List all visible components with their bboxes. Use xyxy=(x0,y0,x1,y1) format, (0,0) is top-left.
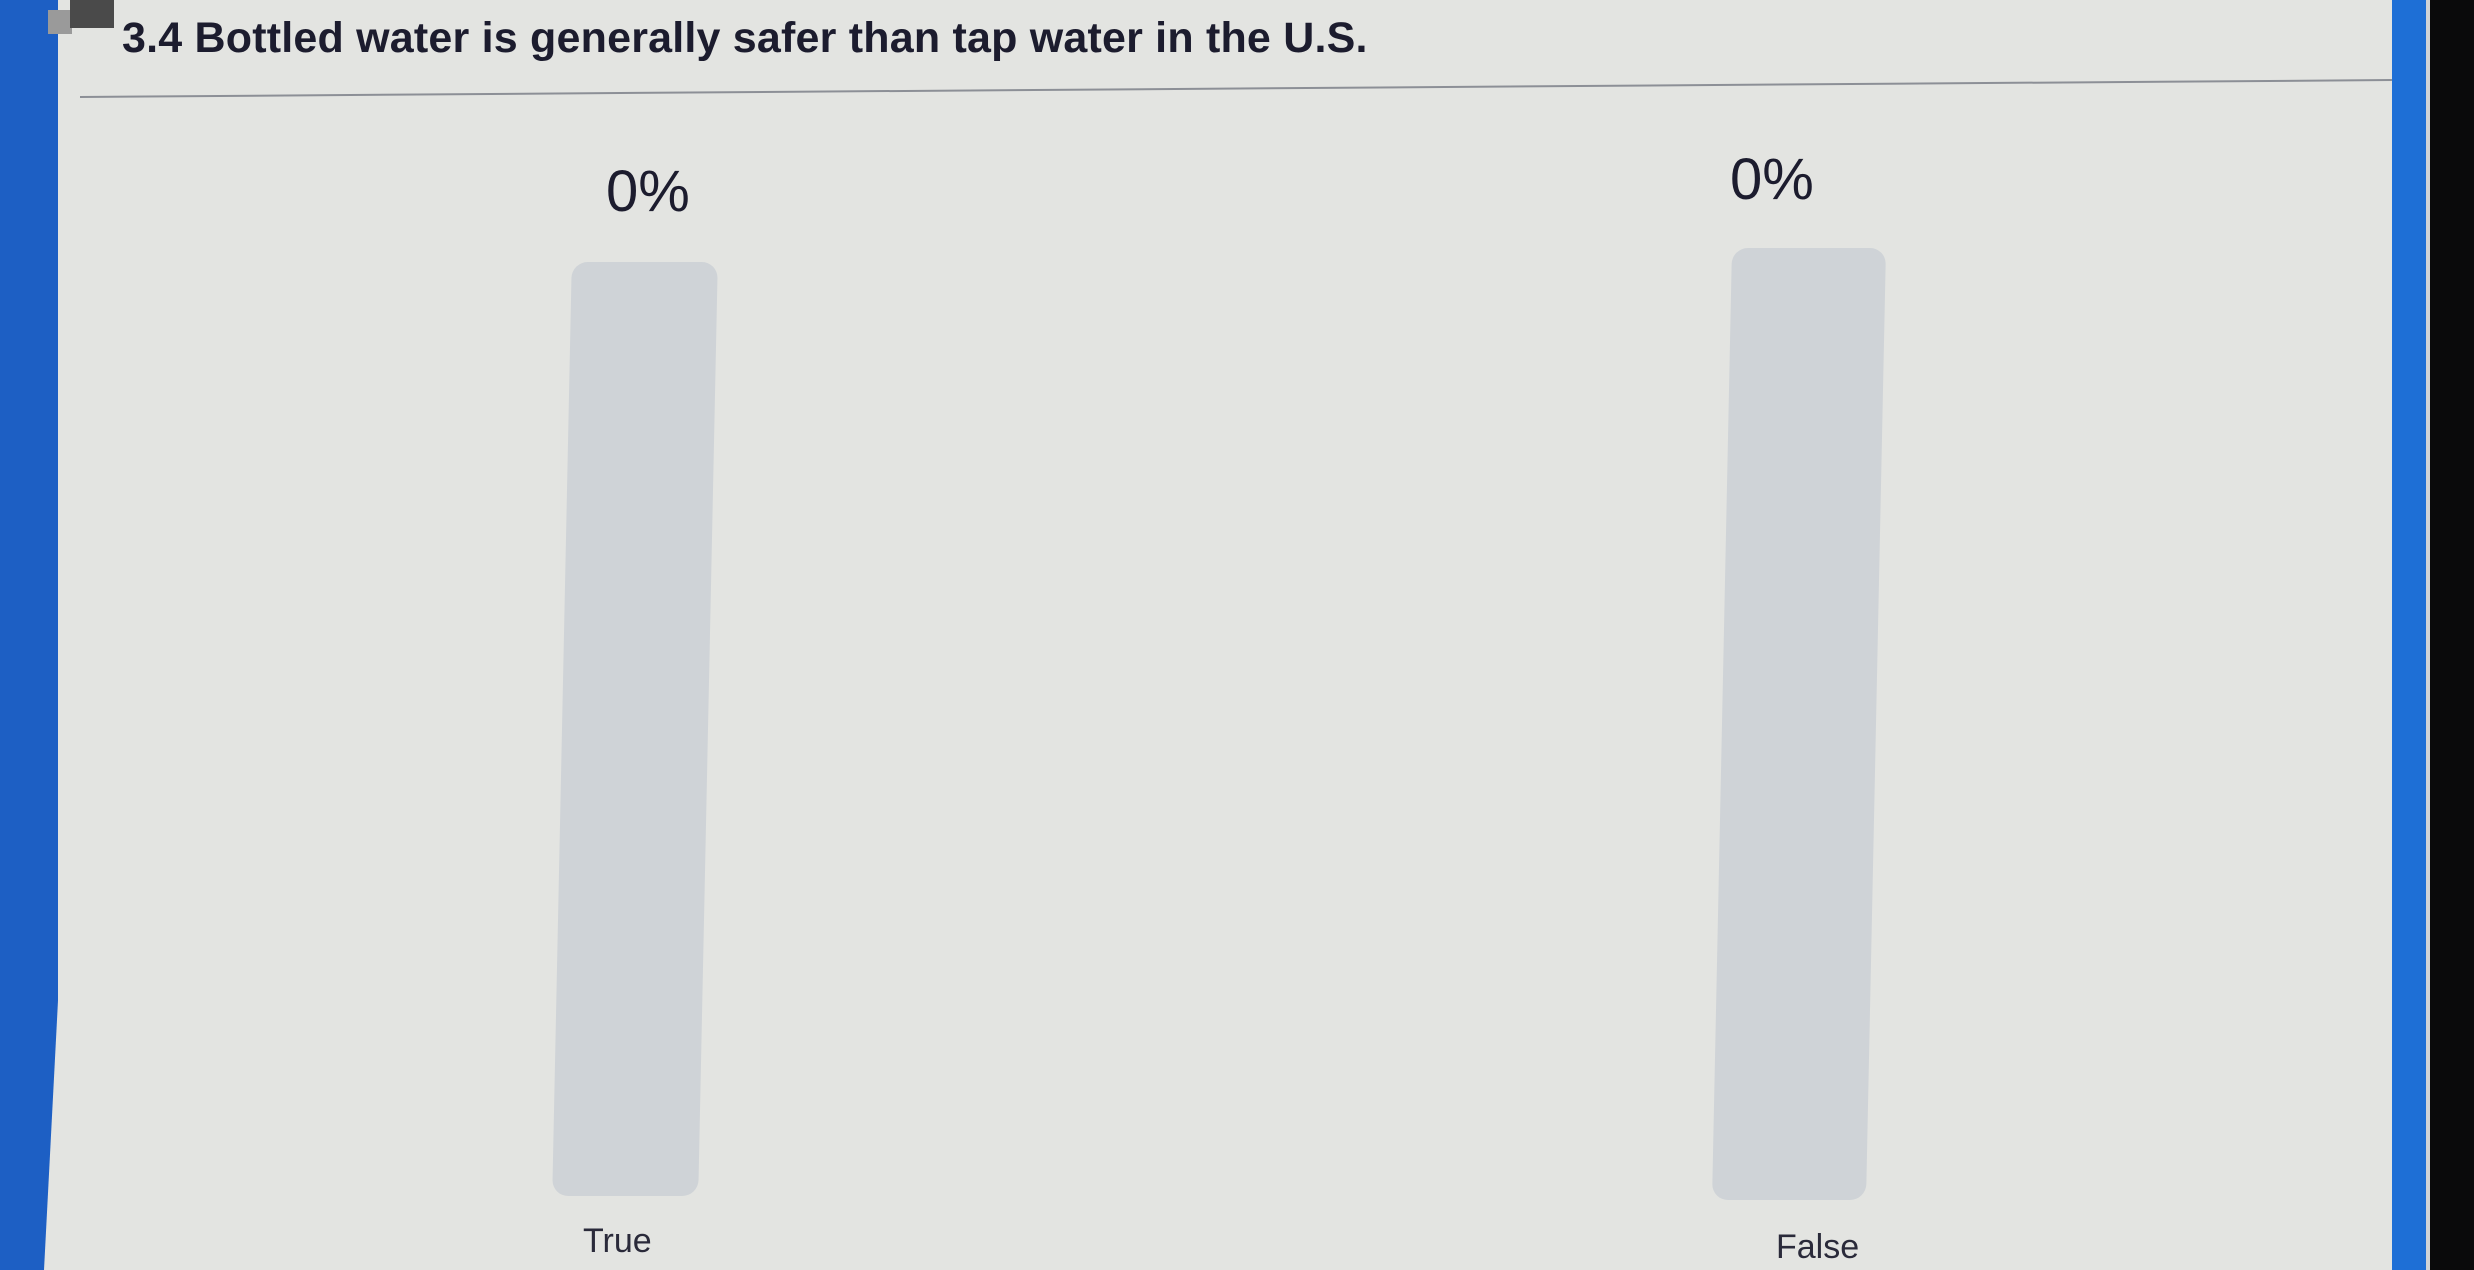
true-result-bar xyxy=(552,262,718,1196)
false-result-bar xyxy=(1712,248,1886,1200)
right-accent-frame xyxy=(2392,0,2426,1270)
screen-bezel-right xyxy=(2430,0,2474,1270)
corner-tab-dark xyxy=(70,0,114,28)
left-accent-frame xyxy=(0,0,58,1270)
header-divider xyxy=(79,79,2392,98)
true-percent-label: 0% xyxy=(606,159,690,224)
false-option-label: False xyxy=(1776,1228,1860,1266)
true-option-label: True xyxy=(583,1222,652,1260)
right-frame-gap xyxy=(2426,0,2430,1270)
false-percent-label: 0% xyxy=(1730,147,1814,212)
question-title: 3.4 Bottled water is generally safer tha… xyxy=(122,14,1368,62)
corner-tab-light xyxy=(48,10,72,34)
